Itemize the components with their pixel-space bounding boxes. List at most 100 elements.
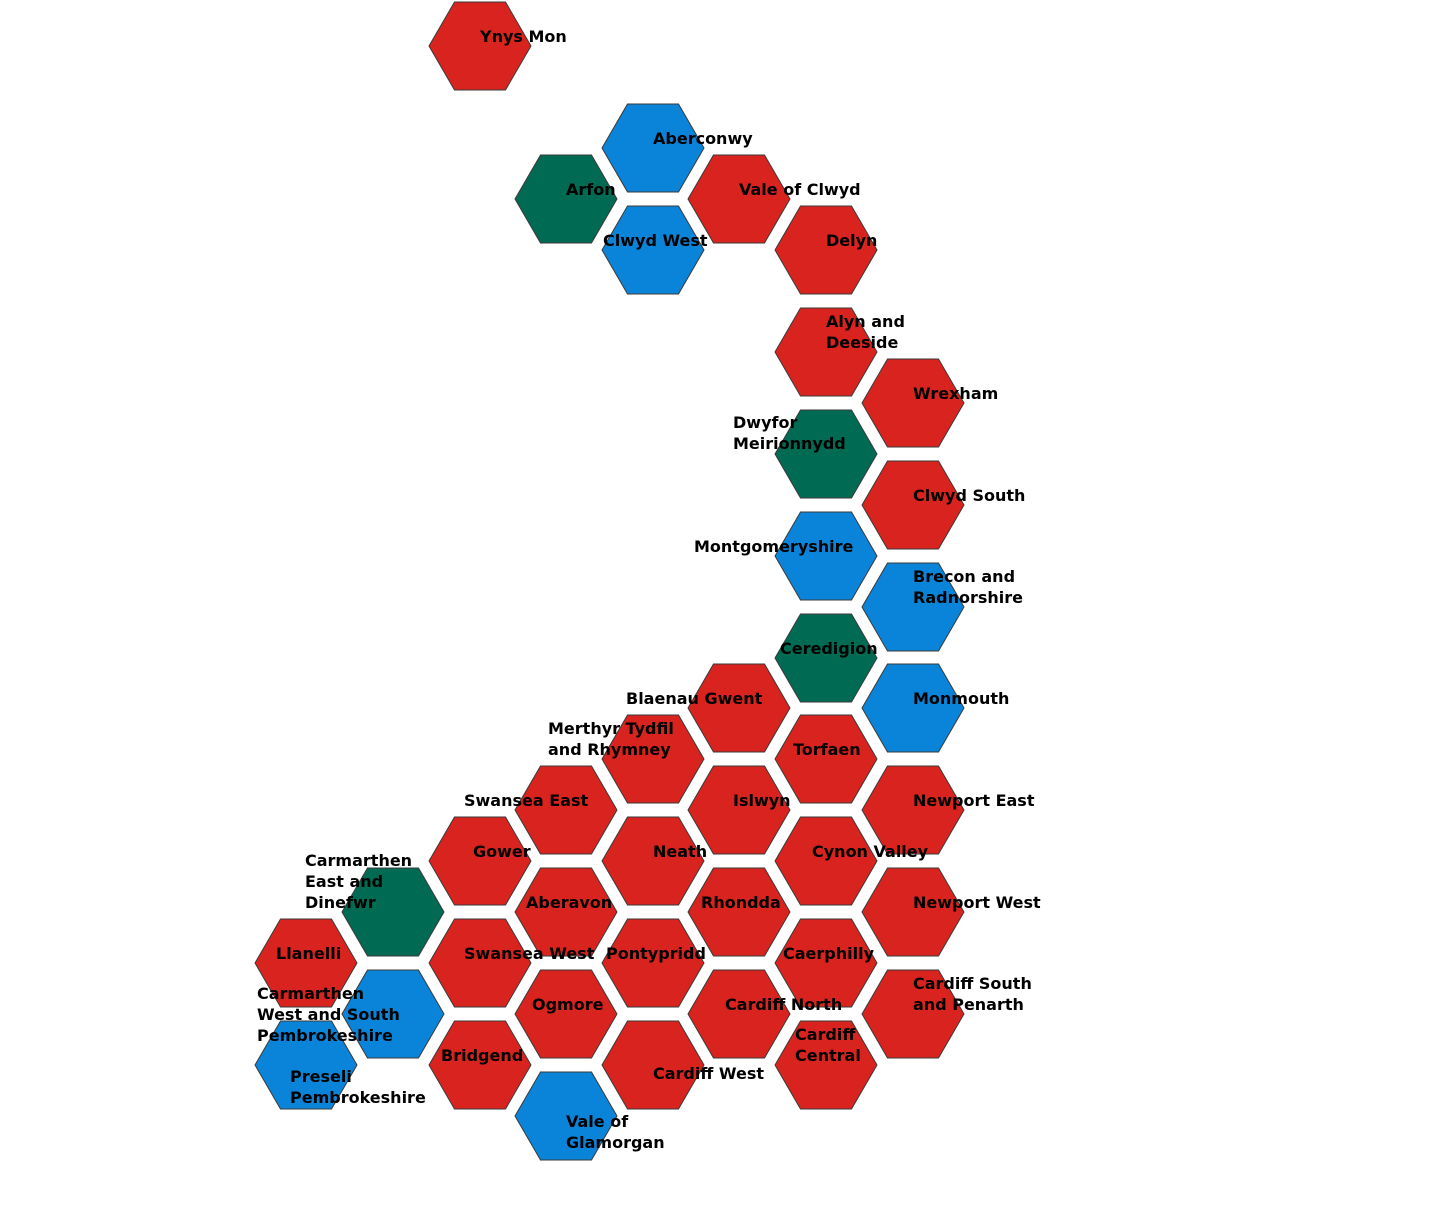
label-clwyd-south: Clwyd South — [913, 486, 1025, 505]
hex-blaenau-gwent — [687, 663, 791, 753]
label-line: Carmarthen — [257, 984, 364, 1003]
label-line: Swansea East — [464, 791, 588, 810]
hex-cardiff-west — [601, 1020, 705, 1110]
label-line: and Penarth — [913, 995, 1024, 1014]
label-line: Dinefwr — [305, 893, 376, 912]
label-line: Ynys Mon — [479, 27, 567, 46]
hex-wrexham — [861, 358, 965, 448]
hex-ceredigion — [774, 613, 878, 703]
hex-pontypridd — [601, 918, 705, 1008]
label-cardiff-west: Cardiff West — [653, 1064, 764, 1083]
hex-gower — [428, 816, 532, 906]
label-aberavon: Aberavon — [526, 893, 612, 912]
label-line: Dwyfor — [733, 413, 797, 432]
hex-monmouth — [861, 663, 965, 753]
hex-neath — [601, 816, 705, 906]
label-line: Wrexham — [913, 384, 998, 403]
label-line: Pontypridd — [606, 944, 706, 963]
label-vale-of-clwyd: Vale of Clwyd — [739, 180, 861, 199]
hex-brecon-and-radnorshire — [861, 562, 965, 652]
label-line: Aberavon — [526, 893, 612, 912]
label-line: Aberconwy — [653, 129, 753, 148]
label-line: Radnorshire — [913, 588, 1023, 607]
hex-clwyd-south — [861, 460, 965, 550]
hex-swansea-west — [428, 918, 532, 1008]
hex-ynys-mon — [428, 1, 532, 91]
hex-delyn — [774, 205, 878, 295]
label-montgomeryshire: Montgomeryshire — [694, 537, 854, 556]
label-line: Cardiff North — [725, 995, 842, 1014]
hex-vale-of-clwyd — [687, 154, 791, 244]
label-cardiff-north: Cardiff North — [725, 995, 842, 1014]
label-line: Islwyn — [733, 791, 791, 810]
hex-swansea-east — [514, 765, 618, 855]
label-line: Alyn and — [826, 312, 905, 331]
label-line: Glamorgan — [566, 1133, 665, 1152]
label-monmouth: Monmouth — [913, 689, 1009, 708]
label-line: Clwyd West — [603, 231, 708, 250]
hex-aberavon — [514, 867, 618, 957]
label-carmarthen-east-and-dinefwr: Carmarthen East and Dinefwr — [305, 851, 412, 912]
label-line: Cynon Valley — [812, 842, 929, 861]
hex-cardiff-central — [774, 1020, 878, 1110]
label-line: Monmouth — [913, 689, 1009, 708]
hex-islwyn — [687, 765, 791, 855]
label-line: Ogmore — [532, 995, 604, 1014]
label-line: Clwyd South — [913, 486, 1025, 505]
label-line: Gower — [473, 842, 531, 861]
label-pontypridd: Pontypridd — [606, 944, 706, 963]
hex-ogmore — [514, 969, 618, 1059]
label-line: Arfon — [566, 180, 616, 199]
label-neath: Neath — [653, 842, 707, 861]
label-line: Deeside — [826, 333, 898, 352]
label-line: Cardiff — [795, 1025, 856, 1044]
label-aberconwy: Aberconwy — [653, 129, 753, 148]
hex-aberconwy — [601, 103, 705, 193]
label-line: Rhondda — [701, 893, 781, 912]
label-line: Montgomeryshire — [694, 537, 854, 556]
label-carmarthen-west-and-south-pembrokeshire: Carmarthen West and South Pembrokeshire — [257, 984, 400, 1045]
label-bridgend: Bridgend — [441, 1046, 523, 1065]
label-swansea-west: Swansea West — [464, 944, 595, 963]
label-line: Swansea West — [464, 944, 595, 963]
hex-vale-of-glamorgan — [514, 1071, 618, 1161]
hex-cardiff-south-and-penarth — [861, 969, 965, 1059]
label-newport-east: Newport East — [913, 791, 1035, 810]
label-islwyn: Islwyn — [733, 791, 791, 810]
hex-torfaen — [774, 714, 878, 804]
label-line: Newport East — [913, 791, 1035, 810]
label-alyn-and-deeside: Alyn and Deeside — [826, 312, 905, 352]
label-line: Delyn — [826, 231, 877, 250]
label-line: East and — [305, 872, 383, 891]
hex-rhondda — [687, 867, 791, 957]
hex-caerphilly — [774, 918, 878, 1008]
label-line: Cardiff West — [653, 1064, 764, 1083]
label-line: West and South — [257, 1005, 400, 1024]
label-wrexham: Wrexham — [913, 384, 998, 403]
hex-llanelli — [254, 918, 358, 1008]
label-dwyfor-meirionnydd: Dwyfor Meirionnydd — [733, 413, 846, 453]
hex-cardiff-north — [687, 969, 791, 1059]
label-line: Blaenau Gwent — [626, 689, 763, 708]
label-line: Caerphilly — [783, 944, 875, 963]
label-llanelli: Llanelli — [276, 944, 341, 963]
label-line: Central — [795, 1046, 861, 1065]
label-merthyr-tydfil-and-rhymney: Merthyr Tydfil and Rhymney — [548, 719, 674, 759]
label-line: Carmarthen — [305, 851, 412, 870]
hex-preseli-pembrokeshire — [254, 1020, 358, 1110]
label-line: Ceredigion — [780, 639, 878, 658]
label-line: Pembrokeshire — [257, 1026, 393, 1045]
hex-merthyr-tydfil-and-rhymney — [601, 714, 705, 804]
label-line: Newport West — [913, 893, 1041, 912]
label-line: and Rhymney — [548, 740, 671, 759]
label-gower: Gower — [473, 842, 531, 861]
hex-arfon — [514, 154, 618, 244]
label-newport-west: Newport West — [913, 893, 1041, 912]
label-caerphilly: Caerphilly — [783, 944, 875, 963]
label-line: Vale of — [566, 1112, 629, 1131]
label-vale-of-glamorgan: Vale of Glamorgan — [566, 1112, 665, 1152]
label-line: Meirionnydd — [733, 434, 846, 453]
label-ynys-mon: Ynys Mon — [479, 27, 567, 46]
label-line: Preseli — [290, 1067, 352, 1086]
